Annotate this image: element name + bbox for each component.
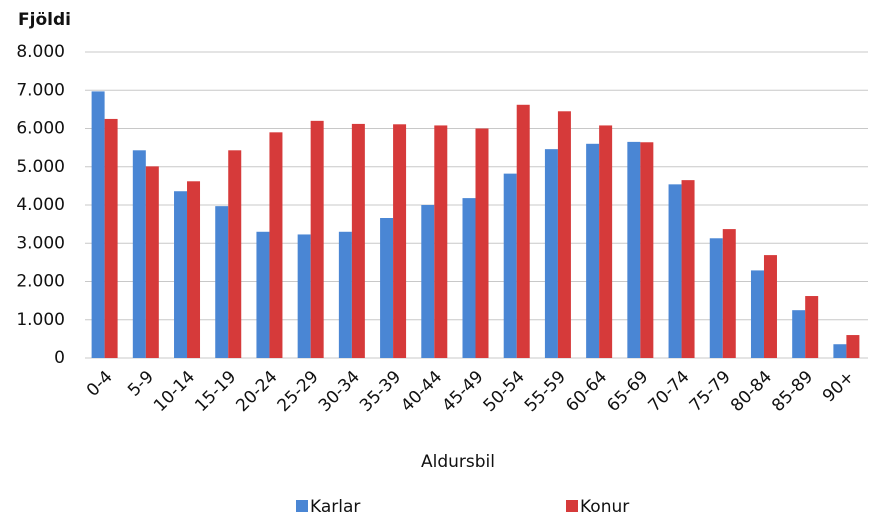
x-tick-label: 25-29: [274, 367, 323, 416]
bar: [640, 142, 654, 358]
bar: [475, 128, 489, 358]
y-tick-label: 1.000: [16, 310, 65, 330]
bar: [516, 104, 530, 358]
legend-swatch: [296, 500, 308, 512]
x-tick-label: 0-4: [83, 367, 117, 401]
x-tick-label: 20-24: [232, 367, 281, 416]
bar: [228, 150, 242, 358]
bar: [722, 229, 736, 358]
y-tick-label: 7.000: [16, 80, 65, 100]
bar: [750, 270, 764, 358]
legend-label: Karlar: [310, 497, 360, 517]
bar: [132, 150, 146, 358]
bar: [269, 132, 283, 358]
bar: [805, 296, 819, 358]
x-tick-label: 35-39: [356, 367, 405, 416]
y-tick-label: 3.000: [16, 233, 65, 253]
bar: [310, 120, 324, 358]
x-tick-label: 75-79: [686, 367, 735, 416]
bar: [599, 125, 613, 358]
bar: [256, 231, 270, 358]
legend-swatch: [566, 500, 578, 512]
x-tick-label: 30-34: [315, 367, 364, 416]
x-tick-label: 5-9: [124, 367, 158, 401]
x-tick-label: 65-69: [603, 367, 652, 416]
y-tick-label: 2.000: [16, 272, 65, 292]
bar: [792, 310, 806, 358]
x-tick-label: 15-19: [191, 367, 240, 416]
bar: [709, 238, 723, 358]
x-tick-label: 40-44: [397, 367, 446, 416]
y-tick-label: 6.000: [16, 119, 65, 139]
x-tick-label: 80-84: [727, 367, 776, 416]
bar: [586, 143, 600, 358]
x-tick-label: 10-14: [150, 367, 199, 416]
y-tick-label: 0: [54, 348, 65, 368]
bar: [145, 166, 159, 358]
bar: [104, 118, 118, 358]
bar: [380, 218, 394, 358]
x-tick-label: 70-74: [645, 367, 694, 416]
bar: [174, 191, 188, 358]
bar: [434, 125, 448, 358]
bar: [215, 206, 229, 358]
x-tick-label: 50-54: [480, 367, 529, 416]
y-tick-label: 5.000: [16, 157, 65, 177]
bar: [627, 141, 641, 358]
bar: [503, 173, 517, 358]
bar: [833, 344, 847, 358]
bar: [557, 111, 571, 358]
legend-label: Konur: [580, 497, 629, 517]
x-tick-label: 85-89: [768, 367, 817, 416]
x-tick-label: 60-64: [562, 367, 611, 416]
y-tick-label: 8.000: [16, 42, 65, 62]
bar: [462, 198, 476, 358]
y-axis-title: Fjöldi: [18, 10, 71, 30]
bar: [763, 255, 777, 358]
x-axis-title: Aldursbil: [421, 452, 495, 472]
y-tick-label: 4.000: [16, 195, 65, 215]
bar: [421, 205, 435, 358]
bar: [297, 234, 311, 358]
x-tick-label: 45-49: [438, 367, 487, 416]
x-tick-label: 55-59: [521, 367, 570, 416]
bar: [91, 91, 105, 359]
bar: [338, 231, 352, 358]
bar: [351, 123, 365, 358]
bar: [681, 180, 695, 358]
bar: [393, 124, 407, 358]
x-tick-label: 90+: [819, 367, 859, 407]
bar: [846, 335, 860, 358]
bar: [544, 149, 558, 358]
bar: [668, 184, 682, 358]
bar: [187, 181, 201, 358]
